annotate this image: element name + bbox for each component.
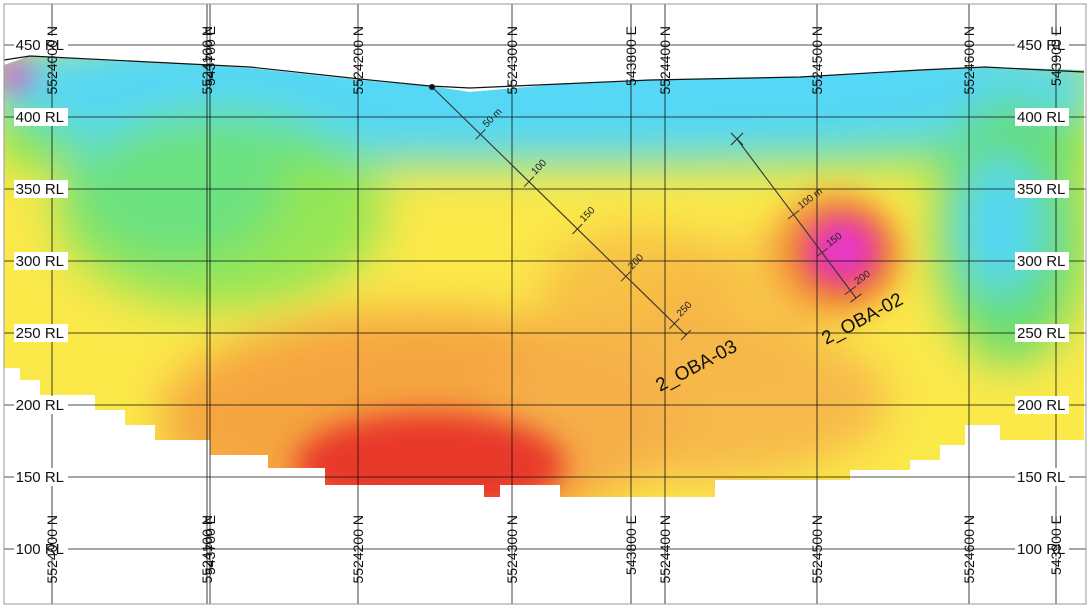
northing-label-bottom: 5524300 N: [504, 515, 520, 584]
northing-labels-bottom: 5524000 N 5524100 N 5524200 N 5524300 N 5524…: [44, 515, 1064, 584]
rl-label: 200 RL: [16, 397, 64, 414]
rl-label-bg: [1015, 36, 1069, 54]
northing-label-top: 5524300 N: [504, 26, 520, 95]
model-deep-red: [295, 413, 565, 497]
depth-tick: [669, 318, 680, 329]
northing-label-bottom: 5524100 N: [199, 515, 215, 584]
easting-label-bottom: 543800 E: [623, 515, 639, 575]
rl-label-bg: [1015, 396, 1069, 414]
northing-grid-lines: [51, 4, 1057, 604]
northing-label-bottom: 5524600 N: [961, 515, 977, 584]
depth-tick: [523, 176, 535, 188]
rl-label: 250 RL: [16, 325, 64, 342]
rl-label-bg: [1015, 252, 1069, 270]
rl-label: 150 RL: [1017, 469, 1065, 486]
map-frame: [3, 3, 1087, 605]
rl-label: 450 RL: [16, 37, 64, 54]
model-corner-magenta: [4, 61, 30, 89]
depth-tick: [475, 128, 486, 140]
rl-label: 400 RL: [1017, 109, 1065, 126]
topography-line: [3, 55, 1085, 89]
rl-label: 400 RL: [16, 109, 64, 126]
rl-label-bg: [1015, 468, 1069, 486]
easting-label-bottom: 543700 E: [202, 515, 218, 575]
northing-label-top: 5524200 N: [350, 26, 366, 95]
end-of-hole-tick: [850, 293, 862, 303]
rl-label-bg: [14, 36, 68, 54]
easting-label-bottom: 543900 E: [1048, 515, 1064, 575]
rl-label: 450 RL: [1017, 37, 1065, 54]
northing-label-top: 5524100 N: [199, 26, 215, 95]
rl-label-bg: [1015, 108, 1069, 126]
drillhole-trace: [736, 138, 857, 299]
northing-label-top: 5524400 N: [657, 26, 673, 95]
rl-label-bg: [14, 540, 68, 558]
easting-label-top: 543900 E: [1048, 26, 1064, 86]
depth-tick: [620, 270, 632, 282]
northing-label-top: 5524500 N: [809, 26, 825, 95]
rl-grid-lines: [4, 44, 1086, 550]
easting-label-top: 543800 E: [623, 26, 639, 86]
rl-label: 350 RL: [1017, 181, 1065, 198]
depth-tick: [816, 247, 828, 258]
drillhole-trace: [431, 86, 687, 336]
model-right-cyan: [960, 155, 1040, 295]
rl-label: 300 RL: [1017, 253, 1065, 270]
rl-labels-left: 450 RL 400 RL 350 RL 300 RL 250 RL 200 RL 150 …: [14, 36, 68, 558]
end-of-hole-tick: [680, 329, 692, 341]
rl-label-bg: [14, 324, 68, 342]
rl-label: 200 RL: [1017, 397, 1065, 414]
northing-labels-top: 5524000 N 5524100 N 5524200 N 5524300 N 5524…: [44, 26, 1064, 95]
model-anomaly-magenta: [814, 224, 870, 276]
rl-label-bg: [14, 468, 68, 486]
rl-label-bg: [14, 396, 68, 414]
easting-label-top: 543700 E: [202, 26, 218, 86]
northing-label-bottom: 5524200 N: [350, 515, 366, 584]
northing-label-bottom: 5524500 N: [809, 515, 825, 584]
rl-label: 300 RL: [16, 253, 64, 270]
depth-tick: [572, 223, 583, 235]
northing-label-bottom: 5524400 N: [657, 515, 673, 584]
northing-label-bottom: 5524000 N: [44, 515, 60, 584]
rl-label: 100 RL: [16, 541, 64, 558]
rl-label: 150 RL: [16, 469, 64, 486]
depth-tick: [844, 285, 857, 296]
rl-label-bg: [14, 252, 68, 270]
northing-label-top: 5524000 N: [44, 26, 60, 95]
rl-label-bg: [1015, 180, 1069, 198]
depth-tick: [787, 210, 800, 220]
northing-label-top: 5524600 N: [961, 26, 977, 95]
rl-label-bg: [14, 180, 68, 198]
model-left-green: [55, 110, 385, 310]
rl-label-bg: [1015, 324, 1069, 342]
rl-labels-right: 450 RL 400 RL 350 RL 300 RL 250 RL 200 RL 150 …: [1015, 36, 1069, 558]
rl-label: 250 RL: [1017, 325, 1065, 342]
rl-label: 350 RL: [16, 181, 64, 198]
rl-label-bg: [14, 108, 68, 126]
rl-label: 100 RL: [1017, 541, 1065, 558]
model-lower-orange-east: [490, 320, 890, 480]
collar-cross: [730, 132, 744, 146]
rl-label-bg: [1015, 540, 1069, 558]
model-colour-field: [4, 56, 1084, 497]
collar-dot: [429, 84, 435, 90]
